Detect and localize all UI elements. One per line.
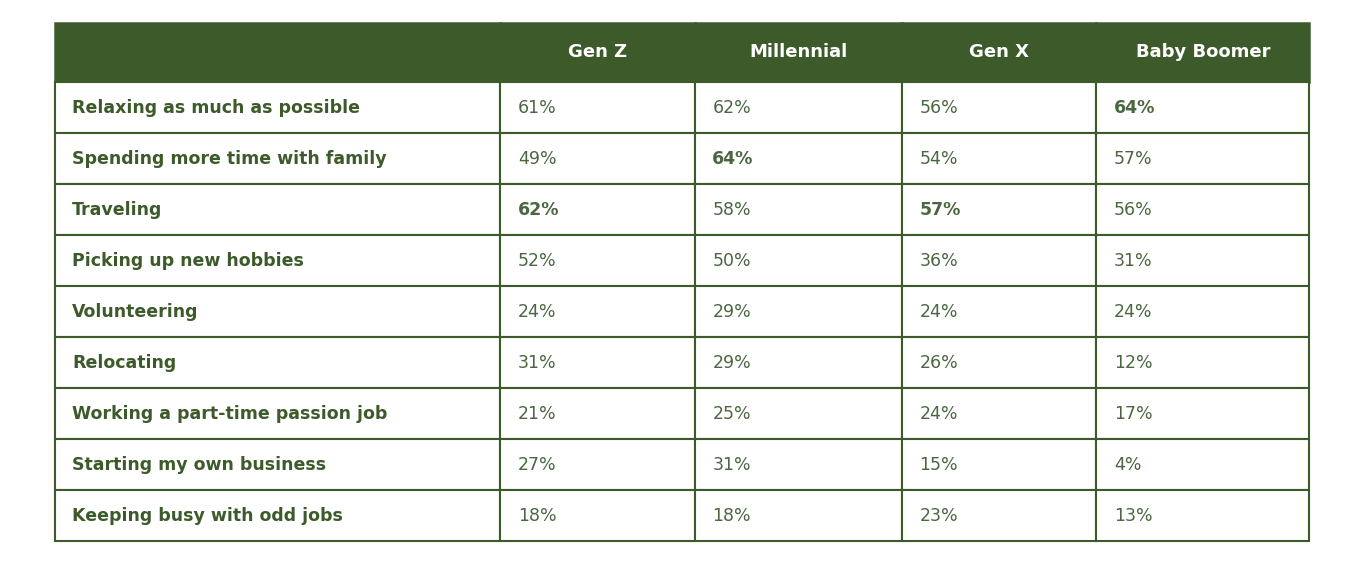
- Bar: [1097, 23, 1309, 82]
- Bar: [694, 439, 902, 491]
- Bar: [1097, 439, 1309, 491]
- Text: 24%: 24%: [1114, 303, 1153, 321]
- Text: 56%: 56%: [919, 99, 958, 117]
- Text: 23%: 23%: [919, 507, 958, 525]
- Text: 26%: 26%: [919, 354, 958, 372]
- Text: 57%: 57%: [1114, 150, 1153, 168]
- Bar: [902, 23, 1097, 82]
- Bar: [694, 235, 902, 287]
- Bar: [501, 23, 694, 82]
- Bar: [694, 337, 902, 389]
- Bar: [694, 389, 902, 439]
- Text: 27%: 27%: [518, 456, 557, 474]
- Text: 24%: 24%: [919, 303, 958, 321]
- Text: Traveling: Traveling: [72, 201, 162, 219]
- Bar: [501, 133, 694, 184]
- Text: 64%: 64%: [1114, 99, 1155, 117]
- Text: 36%: 36%: [919, 252, 958, 270]
- Bar: [902, 389, 1097, 439]
- Text: 15%: 15%: [919, 456, 958, 474]
- Bar: [501, 439, 694, 491]
- Text: 18%: 18%: [712, 507, 752, 525]
- Text: 4%: 4%: [1114, 456, 1142, 474]
- Text: 31%: 31%: [1114, 252, 1153, 270]
- Text: 29%: 29%: [712, 303, 752, 321]
- Bar: [694, 23, 902, 82]
- Bar: [55, 439, 501, 491]
- Text: 56%: 56%: [1114, 201, 1153, 219]
- Bar: [902, 82, 1097, 133]
- Text: Millennial: Millennial: [749, 43, 847, 61]
- Text: 13%: 13%: [1114, 507, 1153, 525]
- Text: Baby Boomer: Baby Boomer: [1135, 43, 1270, 61]
- Bar: [902, 491, 1097, 541]
- Text: 49%: 49%: [518, 150, 557, 168]
- Text: 57%: 57%: [919, 201, 960, 219]
- Bar: [1097, 389, 1309, 439]
- Bar: [501, 287, 694, 337]
- Bar: [902, 287, 1097, 337]
- Text: 18%: 18%: [518, 507, 557, 525]
- Bar: [1097, 82, 1309, 133]
- Text: Spending more time with family: Spending more time with family: [72, 150, 387, 168]
- Bar: [55, 287, 501, 337]
- Bar: [501, 337, 694, 389]
- Text: Starting my own business: Starting my own business: [72, 456, 326, 474]
- Text: 29%: 29%: [712, 354, 752, 372]
- Bar: [1097, 337, 1309, 389]
- Text: 31%: 31%: [712, 456, 752, 474]
- Bar: [55, 23, 501, 82]
- Text: 62%: 62%: [712, 99, 752, 117]
- Bar: [902, 133, 1097, 184]
- Bar: [501, 82, 694, 133]
- Bar: [694, 491, 902, 541]
- Bar: [902, 184, 1097, 235]
- Bar: [694, 184, 902, 235]
- Text: 54%: 54%: [919, 150, 958, 168]
- Bar: [55, 389, 501, 439]
- Bar: [1097, 491, 1309, 541]
- Text: Keeping busy with odd jobs: Keeping busy with odd jobs: [72, 507, 344, 525]
- Bar: [1097, 184, 1309, 235]
- Bar: [501, 389, 694, 439]
- Text: 61%: 61%: [518, 99, 557, 117]
- Bar: [501, 184, 694, 235]
- Text: 58%: 58%: [712, 201, 752, 219]
- Bar: [902, 439, 1097, 491]
- Text: Relocating: Relocating: [72, 354, 176, 372]
- Bar: [55, 337, 501, 389]
- Text: 21%: 21%: [518, 405, 557, 423]
- Bar: [55, 184, 501, 235]
- Bar: [694, 82, 902, 133]
- Text: Gen X: Gen X: [968, 43, 1028, 61]
- Text: 17%: 17%: [1114, 405, 1153, 423]
- Text: 24%: 24%: [919, 405, 958, 423]
- Text: Relaxing as much as possible: Relaxing as much as possible: [72, 99, 360, 117]
- Text: 50%: 50%: [712, 252, 752, 270]
- Bar: [902, 337, 1097, 389]
- Text: 31%: 31%: [518, 354, 557, 372]
- Bar: [694, 287, 902, 337]
- Text: 52%: 52%: [518, 252, 557, 270]
- Bar: [55, 82, 501, 133]
- Text: Gen Z: Gen Z: [567, 43, 627, 61]
- Text: Working a part-time passion job: Working a part-time passion job: [72, 405, 387, 423]
- Text: 25%: 25%: [712, 405, 752, 423]
- Bar: [55, 491, 501, 541]
- Bar: [501, 235, 694, 287]
- Bar: [55, 235, 501, 287]
- Bar: [55, 133, 501, 184]
- Text: Volunteering: Volunteering: [72, 303, 199, 321]
- Text: Picking up new hobbies: Picking up new hobbies: [72, 252, 304, 270]
- Bar: [501, 491, 694, 541]
- Bar: [1097, 235, 1309, 287]
- Text: 62%: 62%: [518, 201, 559, 219]
- Bar: [694, 133, 902, 184]
- Text: 64%: 64%: [712, 150, 754, 168]
- Bar: [902, 235, 1097, 287]
- Text: 24%: 24%: [518, 303, 557, 321]
- Text: 12%: 12%: [1114, 354, 1153, 372]
- Bar: [1097, 287, 1309, 337]
- Bar: [1097, 133, 1309, 184]
